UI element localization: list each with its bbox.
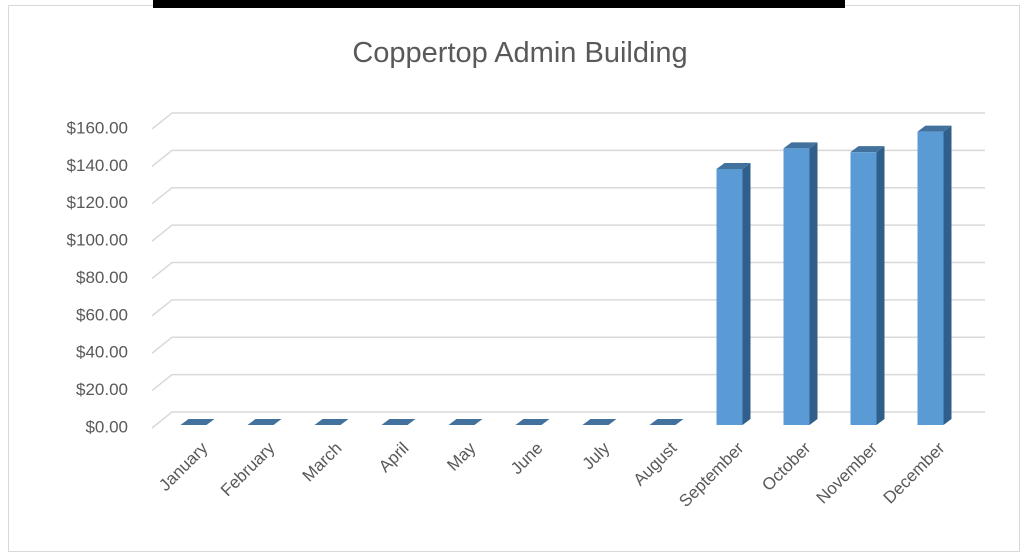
bar [314, 419, 349, 425]
y-tick-label: $20.00 [76, 380, 128, 399]
bar-top [582, 419, 617, 425]
y-tick-label: $100.00 [67, 231, 128, 250]
bar-top [247, 419, 282, 425]
bar [649, 419, 684, 425]
bar [582, 419, 617, 425]
bar-top [850, 146, 885, 153]
bar-side [742, 162, 751, 425]
grid-line [151, 411, 985, 429]
y-tick-label: $0.00 [85, 417, 128, 436]
bar-top [314, 419, 349, 425]
bar [247, 419, 282, 425]
bar-front [716, 168, 743, 425]
y-tick-label: $60.00 [76, 305, 128, 324]
bar-side [943, 125, 952, 425]
bar-top [716, 162, 751, 169]
y-tick-label: $80.00 [76, 268, 128, 287]
bar-top [649, 419, 684, 425]
y-tick-label: $120.00 [67, 193, 128, 212]
bar [850, 146, 885, 425]
grid-line [151, 336, 985, 354]
bar-front [917, 131, 944, 425]
bar-top [917, 125, 952, 132]
bar-side [809, 142, 818, 426]
y-tick-label: $40.00 [76, 343, 128, 362]
bar-top [515, 419, 550, 425]
bar-top [381, 419, 416, 425]
bar [515, 419, 550, 425]
grid-line [151, 261, 985, 280]
bar-top [783, 142, 818, 149]
bar-front [850, 152, 877, 425]
y-tick-label: $160.00 [67, 118, 128, 137]
chart-title: Coppertop Admin Building [352, 37, 687, 69]
grid-line [151, 224, 985, 242]
bar [180, 419, 215, 425]
bar-top [448, 419, 483, 425]
y-tick-label: $140.00 [67, 156, 128, 175]
grid-line [151, 299, 985, 317]
grid-line [151, 149, 985, 167]
bar [783, 142, 818, 426]
bar-side [876, 146, 885, 425]
bar [917, 125, 952, 425]
bar [381, 419, 416, 425]
bar [716, 162, 751, 425]
grid-line [151, 187, 985, 205]
grid-line [151, 112, 985, 130]
top-bar [153, 0, 845, 8]
grid-line [151, 373, 985, 392]
bar-front [783, 148, 810, 426]
bar-top [180, 419, 215, 425]
bar [448, 419, 483, 425]
